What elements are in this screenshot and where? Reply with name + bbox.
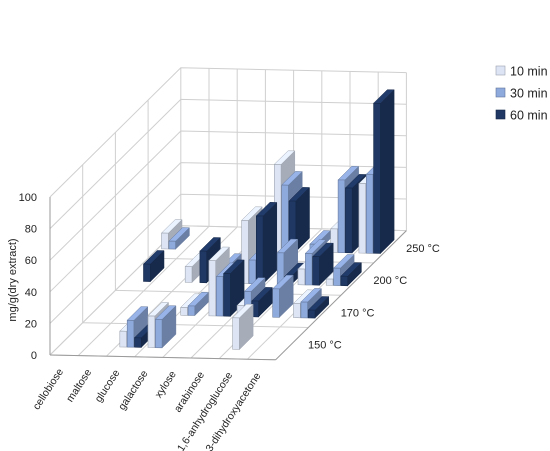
legend-label: 30 min <box>510 87 548 101</box>
legend-swatch <box>495 109 506 120</box>
bar <box>312 242 334 286</box>
bar <box>307 295 330 319</box>
bar <box>255 201 278 285</box>
y-axis-title: mg/g(dry extract) <box>7 238 19 321</box>
bar <box>187 291 210 317</box>
depth-axis-line <box>275 230 407 361</box>
bar <box>340 262 362 287</box>
y-tick-label: 20 <box>25 318 37 330</box>
legend-label: 10 min <box>510 65 548 79</box>
legend-label: 60 min <box>510 109 548 123</box>
y-tick-label: 100 <box>19 192 37 204</box>
y-tick-label: 0 <box>31 350 37 362</box>
bar <box>373 89 395 255</box>
legend-swatch <box>495 87 506 98</box>
bar <box>232 303 254 351</box>
gridline <box>82 322 309 328</box>
x-category-label: maltose <box>64 367 94 405</box>
bar <box>154 305 177 349</box>
depth-category-label: 250 °C <box>406 243 440 255</box>
y-tick-label: 40 <box>25 287 37 299</box>
bar <box>168 227 190 250</box>
depth-category-label: 150 °C <box>308 340 342 352</box>
bar <box>272 274 294 318</box>
chart-bars <box>119 89 395 351</box>
y-tick-label: 60 <box>25 255 37 267</box>
bar <box>142 249 165 283</box>
y-tick-label: 80 <box>25 224 37 236</box>
depth-category-label: 200 °C <box>373 275 407 287</box>
chart-legend: 10 min 30 min 60 min <box>495 65 548 123</box>
x-category-label: xylose <box>153 369 179 401</box>
x-axis-line <box>49 354 276 361</box>
legend-swatch <box>495 65 506 76</box>
x-category-label: glucose <box>93 367 123 404</box>
depth-category-label: 170 °C <box>341 307 375 319</box>
bar <box>223 259 245 317</box>
x-category-label: cellobiose <box>31 366 67 412</box>
